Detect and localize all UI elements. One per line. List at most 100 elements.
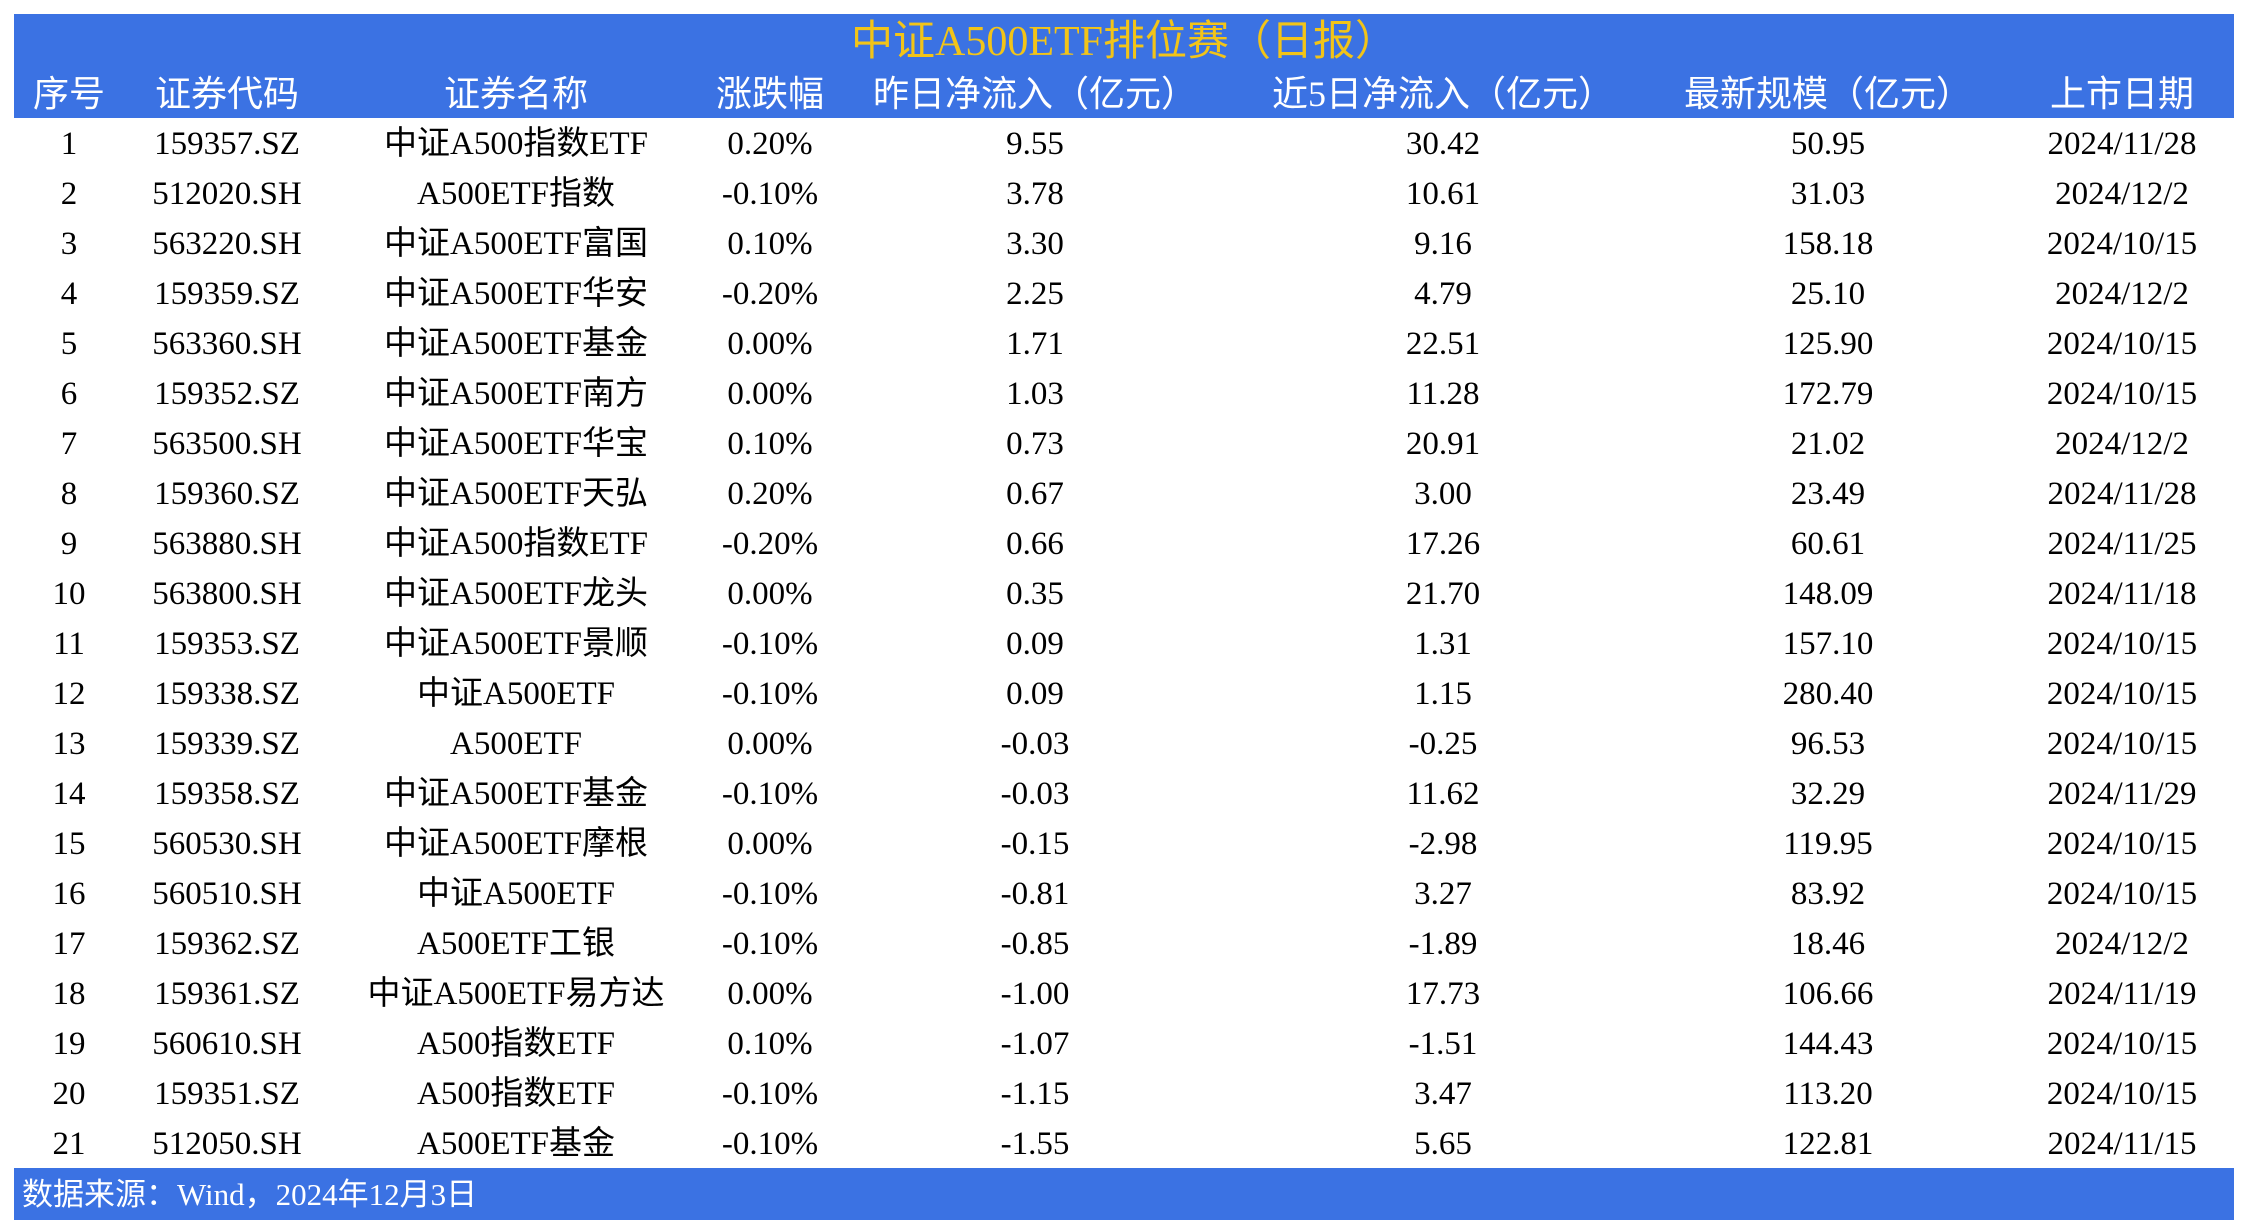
table-cell: 113.20	[1783, 1076, 1873, 1112]
table-cell: 3.27	[1414, 876, 1472, 912]
table-cell: 158.18	[1782, 226, 1874, 262]
table-cell: -0.10%	[721, 1126, 819, 1162]
table-cell: 159362.SZ	[154, 926, 300, 962]
table-cell: 0.35	[1006, 576, 1064, 612]
table-cell: 31.03	[1790, 176, 1866, 212]
table-cell: 2024/11/15	[2047, 1126, 2197, 1162]
table-cell: 3.78	[1006, 176, 1064, 212]
table-cell: -0.03	[1000, 776, 1070, 812]
table-cell: 148.09	[1782, 576, 1874, 612]
table-cell: A500ETF指数	[417, 176, 615, 212]
column-header: 证券代码	[154, 74, 300, 114]
table-cell: 563360.SH	[152, 326, 302, 362]
table-cell: 6	[60, 376, 78, 412]
table-cell: -0.85	[1000, 926, 1070, 962]
table-cell: 1.31	[1414, 626, 1472, 662]
table-cell: 2024/10/15	[2046, 826, 2198, 862]
table-cell: 中证A500ETF基金	[384, 776, 648, 812]
table-cell: 22.51	[1405, 326, 1481, 362]
table-cell: 0.09	[1006, 626, 1064, 662]
table-cell: -0.10%	[721, 876, 819, 912]
table-cell: 2024/11/19	[2047, 976, 2197, 1012]
table-cell: 15	[52, 826, 86, 862]
table-cell: 2024/10/15	[2046, 626, 2198, 662]
table-cell: 中证A500ETF景顺	[384, 626, 648, 662]
column-header: 最新规模（亿元）	[1683, 74, 1973, 114]
table-cell: 12	[52, 676, 86, 712]
table-cell: 20	[52, 1076, 86, 1112]
table-cell: 50.95	[1790, 126, 1866, 162]
header-band	[14, 14, 2234, 118]
table-cell: 中证A500ETF摩根	[384, 826, 648, 862]
table-cell: -0.25	[1408, 726, 1478, 762]
table-cell: 0.10%	[727, 226, 813, 262]
table-cell: 18	[52, 976, 86, 1012]
table-cell: 11.62	[1406, 776, 1480, 812]
table-cell: 159361.SZ	[154, 976, 300, 1012]
column-header: 涨跌幅	[715, 74, 825, 114]
table-cell: -0.20%	[721, 526, 819, 562]
table-cell: 11	[53, 626, 85, 662]
table-cell: 159351.SZ	[154, 1076, 300, 1112]
table-cell: 159359.SZ	[154, 276, 300, 312]
table-cell: -0.10%	[721, 926, 819, 962]
table-cell: 0.09	[1006, 676, 1064, 712]
table-cell: 2024/11/18	[2047, 576, 2197, 612]
table-cell: 5	[60, 326, 78, 362]
table-cell: 2024/10/15	[2046, 676, 2198, 712]
table-cell: -2.98	[1408, 826, 1478, 862]
table-cell: 21	[52, 1126, 86, 1162]
table-cell: 512050.SH	[152, 1126, 302, 1162]
footer-band	[14, 1168, 2234, 1220]
table-cell: 4.79	[1414, 276, 1472, 312]
table-cell: 563880.SH	[152, 526, 302, 562]
table-cell: -0.10%	[721, 776, 819, 812]
table-cell: 159339.SZ	[154, 726, 300, 762]
table-cell: 159338.SZ	[154, 676, 300, 712]
table-cell: 2024/10/15	[2046, 726, 2198, 762]
table-cell: 17.26	[1405, 526, 1481, 562]
table-cell: 中证A500ETF华宝	[384, 426, 648, 462]
table-cell: -0.10%	[721, 176, 819, 212]
column-header: 上市日期	[2049, 74, 2195, 114]
table-cell: 172.79	[1782, 376, 1874, 412]
table-cell: A500ETF	[450, 726, 582, 762]
table-cell: 2024/10/15	[2046, 376, 2198, 412]
column-header: 序号	[32, 74, 106, 114]
table-cell: 中证A500ETF龙头	[384, 576, 648, 612]
table-cell: 563800.SH	[152, 576, 302, 612]
table-cell: 122.81	[1782, 1126, 1874, 1162]
table-cell: -0.10%	[721, 626, 819, 662]
table-cell: 60.61	[1790, 526, 1866, 562]
table-cell: 1	[60, 126, 78, 162]
table-cell: 8	[60, 476, 78, 512]
table-cell: 2024/10/15	[2046, 1076, 2198, 1112]
table-cell: 0.00%	[727, 726, 813, 762]
table-cell: 13	[52, 726, 86, 762]
table-cell: 中证A500ETF天弘	[384, 476, 648, 512]
table-cell: 中证A500ETF南方	[384, 376, 648, 412]
table-cell: 0.66	[1006, 526, 1064, 562]
table-cell: 0.00%	[727, 576, 813, 612]
table-cell: -1.15	[1000, 1076, 1070, 1112]
table-cell: 560510.SH	[152, 876, 302, 912]
table-cell: 5.65	[1414, 1126, 1472, 1162]
table-cell: 144.43	[1782, 1026, 1874, 1062]
table-cell: 11.28	[1406, 376, 1480, 412]
table-cell: 32.29	[1790, 776, 1866, 812]
table-cell: 83.92	[1790, 876, 1866, 912]
table-cell: 560610.SH	[152, 1026, 302, 1062]
table-cell: 2024/11/29	[2047, 776, 2197, 812]
column-header: 昨日净流入（亿元）	[872, 74, 1198, 114]
table-cell: 2024/12/2	[2055, 276, 2189, 312]
table-cell: 9.16	[1414, 226, 1472, 262]
table-cell: 2.25	[1006, 276, 1064, 312]
table-cell: 159353.SZ	[154, 626, 300, 662]
table-cell: 中证A500ETF富国	[384, 226, 648, 262]
table-cell: 96.53	[1790, 726, 1866, 762]
table-cell: 106.66	[1782, 976, 1874, 1012]
table-cell: -0.15	[1000, 826, 1070, 862]
table-cell: 563220.SH	[152, 226, 302, 262]
table-cell: 2024/11/28	[2047, 126, 2197, 162]
table-cell: 9.55	[1006, 126, 1064, 162]
